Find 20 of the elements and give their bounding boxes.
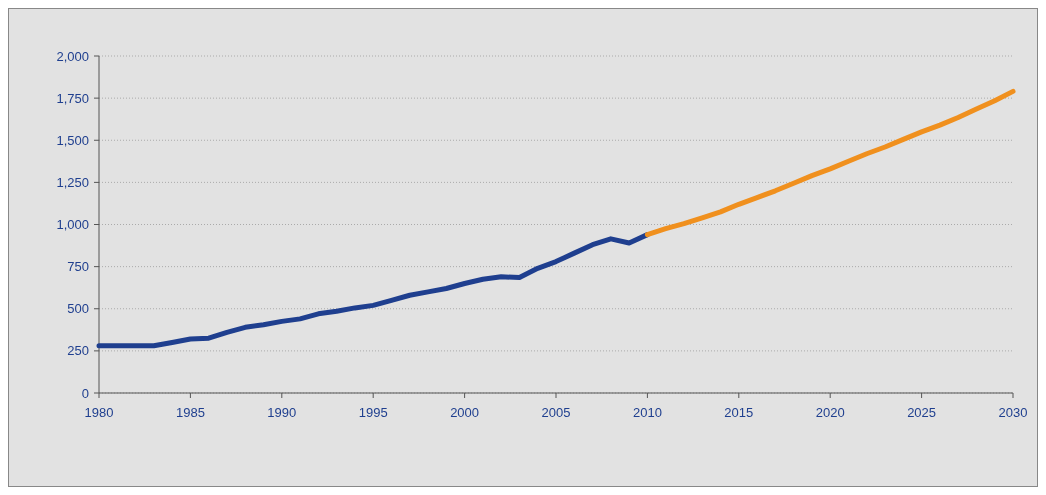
y-tick-label: 1,250 <box>56 174 89 190</box>
y-tick-label: 500 <box>67 301 89 317</box>
y-tick-label: 1,750 <box>56 90 89 106</box>
x-tick-label: 2015 <box>724 405 754 420</box>
x-tick-label: 1995 <box>358 405 388 420</box>
y-tick-label: 1,500 <box>56 132 89 148</box>
x-tick-label: 1990 <box>267 405 297 420</box>
y-tick-label: 750 <box>67 259 89 275</box>
x-tick-label: 2025 <box>907 405 937 420</box>
x-tick-label: 2005 <box>541 405 571 420</box>
x-tick-label: 2020 <box>815 405 845 420</box>
y-tick-label: 250 <box>67 343 89 359</box>
y-tick-label: 2,000 <box>56 48 89 64</box>
y-tick-label: 1,000 <box>56 217 89 233</box>
x-tick-label: 2030 <box>998 405 1028 420</box>
x-tick-label: 2010 <box>632 405 662 420</box>
y-tick-label: 0 <box>81 385 89 401</box>
x-tick-label: 1985 <box>175 405 205 420</box>
x-tick-label: 1980 <box>84 405 114 420</box>
x-tick-label: 2000 <box>450 405 480 420</box>
